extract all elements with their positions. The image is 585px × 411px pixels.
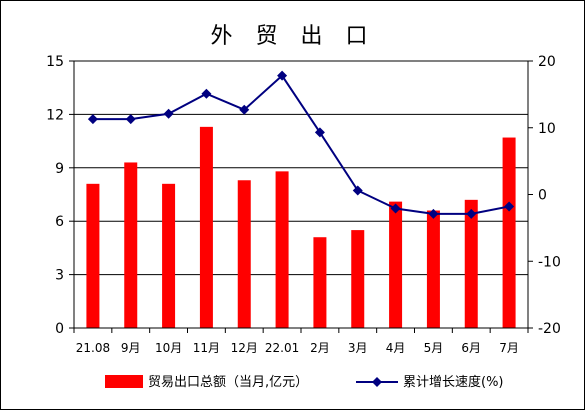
right-axis-labels: -20 -10 0 10 20 — [538, 54, 561, 337]
bar — [313, 237, 327, 328]
left-axis-labels: 0 3 6 9 12 15 — [46, 54, 64, 337]
line-point — [504, 201, 515, 212]
x-tick-label: 7月 — [499, 341, 519, 355]
x-tick-label: 11月 — [193, 341, 220, 355]
right-tick-label: 0 — [538, 188, 547, 204]
legend: 贸易出口总额（当月,亿元） 累计增长速度(%) — [105, 374, 504, 390]
line-point — [314, 127, 325, 138]
legend-line-marker — [372, 377, 382, 387]
left-tick-label: 6 — [55, 214, 64, 230]
axis-ticks — [69, 60, 533, 333]
x-tick-label: 9月 — [121, 341, 141, 355]
x-tick-label: 2月 — [310, 341, 330, 355]
bar — [389, 201, 403, 328]
x-tick-label: 5月 — [424, 341, 444, 355]
bar — [275, 171, 289, 328]
bar — [237, 180, 251, 328]
left-tick-label: 3 — [55, 268, 64, 284]
bar — [162, 183, 176, 328]
x-tick-label: 22.01 — [265, 341, 299, 355]
right-tick-label: 10 — [538, 121, 556, 137]
legend-line-label: 累计增长速度(%) — [403, 374, 504, 390]
plot-area — [73, 60, 529, 329]
right-tick-label: 20 — [538, 54, 556, 70]
line-point — [239, 104, 250, 115]
x-tick-label: 4月 — [386, 341, 406, 355]
x-tick-label: 3月 — [348, 341, 368, 355]
line-series-path — [92, 74, 510, 215]
bar — [502, 137, 516, 328]
x-tick-label: 10月 — [155, 341, 182, 355]
x-tick-label: 12月 — [231, 341, 258, 355]
line-point — [466, 208, 477, 219]
x-tick-label: 21.08 — [76, 341, 110, 355]
line-point — [125, 114, 136, 125]
line-point — [352, 185, 363, 196]
left-tick-label: 12 — [46, 107, 64, 123]
right-tick-label: -20 — [538, 321, 561, 337]
line-point — [277, 70, 288, 81]
line-point — [201, 88, 212, 99]
bar — [199, 126, 213, 328]
bar — [351, 230, 365, 328]
chart-title: 外 贸 出 口 — [211, 24, 376, 49]
line-point — [163, 108, 174, 119]
right-tick-label: -10 — [538, 254, 561, 270]
legend-bar-swatch — [105, 375, 143, 388]
x-axis-labels: 21.08 9月 10月 11月 12月 22.01 2月 3月 4月 5月 6月 7月 — [76, 341, 519, 355]
left-tick-label: 15 — [46, 54, 64, 70]
bar — [426, 210, 440, 328]
legend-bar-label: 贸易出口总额（当月,亿元） — [148, 375, 308, 390]
bar — [124, 162, 138, 328]
left-tick-label: 0 — [55, 321, 64, 337]
line-point — [87, 114, 98, 125]
bar-series — [86, 126, 516, 328]
line-point — [390, 203, 401, 214]
bar — [86, 183, 100, 328]
gridlines — [74, 113, 528, 276]
line-series — [87, 70, 515, 219]
left-tick-label: 9 — [55, 161, 64, 177]
bar — [464, 199, 478, 328]
line-point — [428, 208, 439, 219]
x-tick-label: 6月 — [461, 341, 481, 355]
